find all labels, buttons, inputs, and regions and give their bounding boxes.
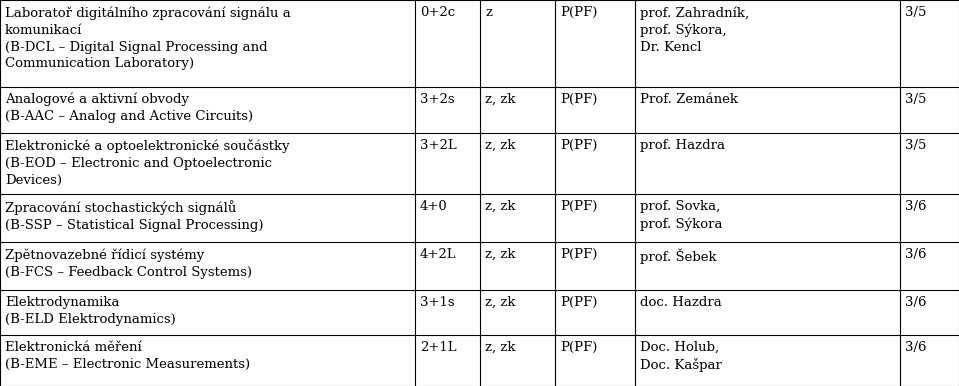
Text: z, zk: z, zk bbox=[485, 93, 516, 106]
Text: z: z bbox=[485, 6, 492, 19]
Text: Elektrodynamika
(B-ELD Elektrodynamics): Elektrodynamika (B-ELD Elektrodynamics) bbox=[5, 296, 175, 326]
Text: P(PF): P(PF) bbox=[560, 341, 597, 354]
Text: Prof. Zemánek: Prof. Zemánek bbox=[640, 93, 738, 106]
Text: 3+1s: 3+1s bbox=[420, 296, 455, 309]
Text: 4+0: 4+0 bbox=[420, 200, 448, 213]
Text: 3/5: 3/5 bbox=[905, 139, 926, 152]
Text: 3/5: 3/5 bbox=[905, 6, 926, 19]
Text: prof. Hazdra: prof. Hazdra bbox=[640, 139, 725, 152]
Text: 3+2L: 3+2L bbox=[420, 139, 456, 152]
Text: P(PF): P(PF) bbox=[560, 139, 597, 152]
Text: 3+2s: 3+2s bbox=[420, 93, 455, 106]
Text: Zpracování stochastických signálů
(B-SSP – Statistical Signal Processing): Zpracování stochastických signálů (B-SSP… bbox=[5, 200, 264, 232]
Text: z, zk: z, zk bbox=[485, 248, 516, 261]
Text: P(PF): P(PF) bbox=[560, 200, 597, 213]
Text: z, zk: z, zk bbox=[485, 341, 516, 354]
Text: Elektronické a optoelektronické součástky
(B-EOD – Electronic and Optoelectronic: Elektronické a optoelektronické součástk… bbox=[5, 139, 290, 187]
Text: prof. Zahradník,
prof. Sýkora,
Dr. Kencl: prof. Zahradník, prof. Sýkora, Dr. Kencl bbox=[640, 6, 749, 54]
Text: Zpětnovazebné řídicí systémy
(B-FCS – Feedback Control Systems): Zpětnovazebné řídicí systémy (B-FCS – Fe… bbox=[5, 248, 252, 279]
Text: 2+1L: 2+1L bbox=[420, 341, 456, 354]
Text: Doc. Holub,
Doc. Kašpar: Doc. Holub, Doc. Kašpar bbox=[640, 341, 722, 372]
Text: P(PF): P(PF) bbox=[560, 6, 597, 19]
Text: Analogové a aktivní obvody
(B-AAC – Analog and Active Circuits): Analogové a aktivní obvody (B-AAC – Anal… bbox=[5, 93, 253, 123]
Text: prof. Šebek: prof. Šebek bbox=[640, 248, 716, 264]
Text: 3/6: 3/6 bbox=[905, 341, 926, 354]
Text: Elektronická měření
(B-EME – Electronic Measurements): Elektronická měření (B-EME – Electronic … bbox=[5, 341, 250, 371]
Text: 3/6: 3/6 bbox=[905, 200, 926, 213]
Text: z, zk: z, zk bbox=[485, 200, 516, 213]
Text: doc. Hazdra: doc. Hazdra bbox=[640, 296, 722, 309]
Text: Laboratoř digitálního zpracování signálu a
komunikací
(B-DCL – Digital Signal Pr: Laboratoř digitálního zpracování signálu… bbox=[5, 6, 291, 71]
Text: 3/6: 3/6 bbox=[905, 296, 926, 309]
Text: P(PF): P(PF) bbox=[560, 296, 597, 309]
Text: prof. Sovka,
prof. Sýkora: prof. Sovka, prof. Sýkora bbox=[640, 200, 722, 231]
Text: P(PF): P(PF) bbox=[560, 248, 597, 261]
Text: 3/6: 3/6 bbox=[905, 248, 926, 261]
Text: z, zk: z, zk bbox=[485, 139, 516, 152]
Text: 0+2c: 0+2c bbox=[420, 6, 456, 19]
Text: 4+2L: 4+2L bbox=[420, 248, 456, 261]
Text: 3/5: 3/5 bbox=[905, 93, 926, 106]
Text: P(PF): P(PF) bbox=[560, 93, 597, 106]
Text: z, zk: z, zk bbox=[485, 296, 516, 309]
